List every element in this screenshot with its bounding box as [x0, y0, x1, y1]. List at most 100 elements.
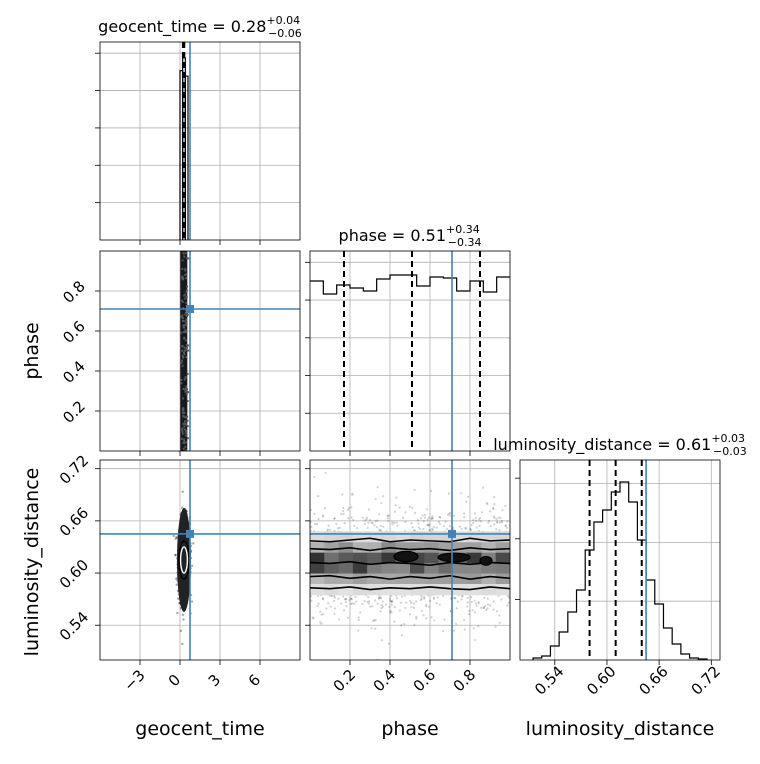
sample-point [477, 625, 480, 628]
density-cell [183, 337, 186, 340]
sample-point [429, 599, 432, 603]
sample-point [412, 606, 415, 609]
sample-point [313, 475, 316, 479]
title-text: luminosity_distance = 0.61 [493, 435, 711, 455]
sample-point [429, 529, 432, 532]
density-cell [467, 552, 482, 564]
title-upper: +0.04 [266, 14, 300, 27]
sample-point [389, 599, 392, 603]
sample-point [322, 612, 325, 616]
sample-point [368, 518, 372, 522]
sample-point [468, 609, 471, 612]
sample-point [373, 618, 376, 622]
sample-point [420, 597, 423, 601]
density-cell [181, 275, 184, 278]
density-cell [181, 364, 184, 367]
sample-point [317, 494, 320, 498]
sample-point [329, 605, 332, 608]
density-cell [310, 531, 325, 543]
sample-point [378, 594, 381, 598]
sample-point [367, 508, 370, 511]
sample-point [493, 503, 496, 506]
density-cell [310, 552, 325, 564]
sample-point [417, 526, 420, 529]
sample-point [498, 621, 501, 625]
density-cell [395, 562, 411, 574]
sample-point [437, 520, 441, 524]
sample-point [428, 528, 431, 532]
sample-point [365, 516, 368, 519]
sample-point [430, 517, 433, 521]
sample-point [469, 527, 472, 531]
sample-point [176, 597, 180, 600]
sample-point [393, 620, 396, 623]
sample-point [448, 512, 451, 515]
sample-point [351, 493, 354, 496]
sample-point [420, 595, 424, 598]
density-cell [184, 252, 187, 255]
sample-point [368, 600, 371, 603]
sample-point [350, 597, 353, 601]
sample-point [310, 599, 313, 602]
panel-frame [99, 459, 301, 661]
density-cell [424, 541, 440, 553]
sample-point [464, 527, 467, 530]
density-cell [183, 324, 186, 327]
density-cell [324, 573, 340, 584]
y-tick-label: 0.6 [59, 317, 89, 347]
sample-point [379, 610, 382, 613]
density-cell [467, 531, 482, 543]
sample-point [181, 642, 184, 646]
sample-point [333, 596, 336, 599]
sample-point [370, 627, 373, 630]
title-lower: −0.34 [448, 236, 482, 249]
density-cell [481, 583, 497, 596]
sample-point [391, 521, 394, 524]
sample-point [419, 527, 422, 531]
density-cell [185, 321, 188, 324]
density-cell [495, 562, 510, 574]
sample-point [346, 508, 350, 511]
sample-point [366, 526, 369, 529]
density-cell [184, 268, 187, 271]
sample-point [493, 516, 496, 520]
sample-point [492, 507, 495, 511]
sample-point [431, 517, 435, 520]
density-cell [184, 389, 187, 392]
sample-point [357, 616, 360, 619]
sample-point [361, 516, 364, 519]
density-cell [182, 252, 185, 255]
sample-point [380, 502, 383, 505]
density-cell [182, 324, 185, 327]
sample-point [386, 514, 389, 518]
density-cell [184, 390, 187, 393]
density-cell [352, 531, 368, 543]
sample-point [416, 519, 420, 522]
sample-point [430, 489, 433, 493]
density-cell [182, 409, 185, 412]
sample-point [427, 524, 430, 527]
sample-point [498, 614, 501, 617]
sample-point [376, 602, 379, 605]
density-cell [182, 388, 185, 391]
sample-point [479, 517, 482, 520]
title-upper: +0.34 [446, 223, 480, 236]
y-tick-label: 0.2 [59, 397, 89, 427]
sample-point [379, 596, 382, 599]
density-cell [186, 415, 189, 418]
sample-point [340, 512, 343, 516]
sample-point [442, 594, 445, 598]
sample-point [351, 492, 354, 495]
sample-point [477, 602, 480, 605]
sample-point [338, 618, 341, 621]
density-cell [182, 397, 185, 400]
density-cell [181, 268, 184, 271]
sample-point [470, 523, 473, 527]
density-cell [424, 531, 440, 543]
density-cell [310, 541, 325, 553]
sample-point [375, 526, 378, 529]
density-cell [185, 290, 188, 293]
density-cell [184, 434, 187, 437]
sample-point [456, 600, 459, 603]
